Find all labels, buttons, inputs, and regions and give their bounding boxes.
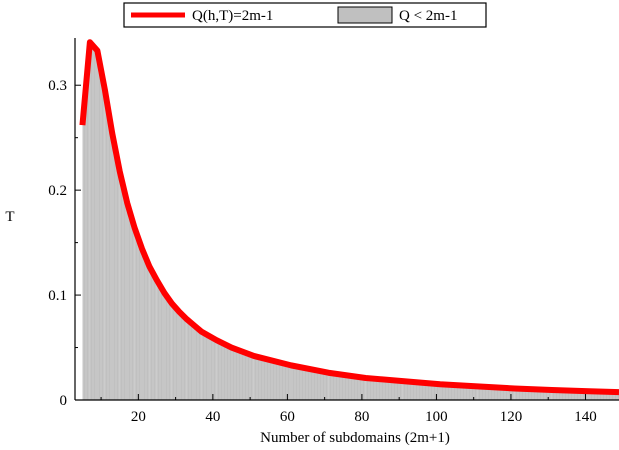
series-line-group	[79, 39, 619, 396]
legend-area-swatch	[337, 6, 393, 24]
area-region	[82, 42, 619, 400]
x-tick-label: 20	[131, 409, 146, 425]
y-tick-label: 0.3	[48, 78, 67, 94]
y-tick-label: 0	[60, 393, 68, 409]
x-tick-label: 120	[500, 409, 523, 425]
region-area	[82, 42, 619, 400]
x-ticks: 20 40 60 80 100 120 140	[100, 394, 597, 425]
y-ticks: 0 0.1 0.2 0.3	[48, 78, 81, 409]
x-tick-label: 80	[354, 409, 369, 425]
x-tick-label: 100	[425, 409, 448, 425]
x-tick-label: 60	[280, 409, 295, 425]
x-axis-title: Number of subdomains (2m+1)	[260, 430, 450, 446]
axes	[74, 38, 619, 401]
x-tick-label: 40	[205, 409, 220, 425]
y-axis-title: T	[5, 209, 14, 225]
legend-label-line: Q(h,T)=2m-1	[192, 8, 273, 24]
legend-label-area: Q < 2m-1	[399, 8, 457, 24]
series-line	[79, 39, 619, 396]
y-tick-label: 0.2	[48, 183, 67, 199]
y-tick-label: 0.1	[48, 288, 67, 304]
area-stripes	[82, 42, 618, 400]
x-tick-label: 140	[574, 409, 597, 425]
legend: Q(h,T)=2m-1 Q < 2m-1	[123, 2, 487, 28]
